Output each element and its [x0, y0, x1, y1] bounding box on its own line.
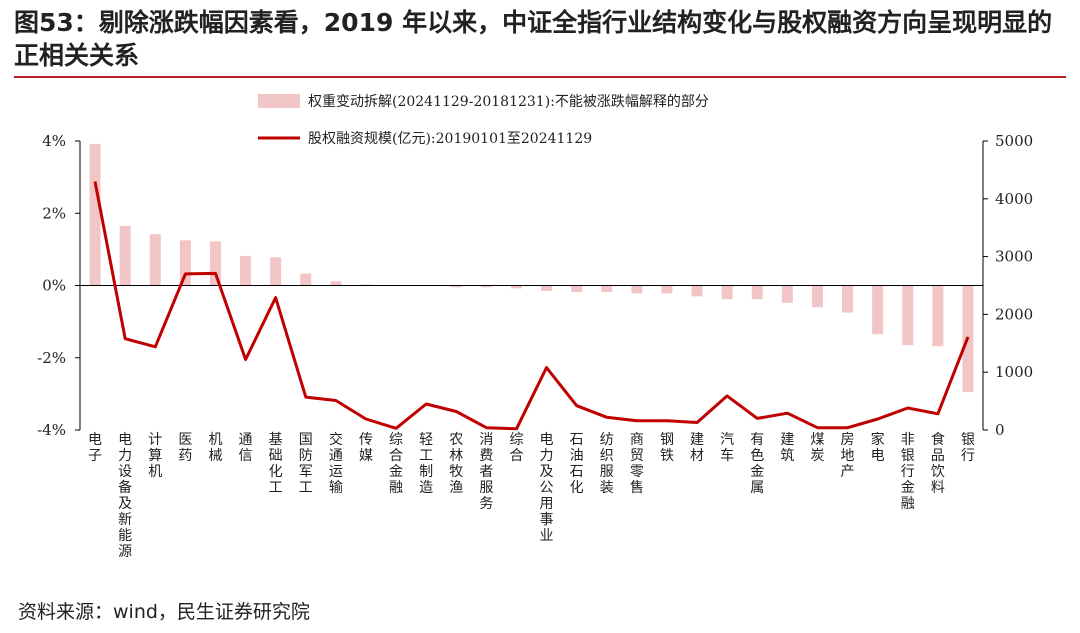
category-label: 纺织服装: [600, 432, 614, 496]
weight-change-bar: [932, 285, 944, 347]
category-label: 银行: [961, 432, 975, 464]
weight-change-bar: [510, 285, 522, 289]
right-tick-label: 2000: [995, 305, 1033, 323]
weight-change-bar: [270, 257, 282, 286]
weight-change-bar: [240, 255, 252, 286]
category-label: 非银行金融: [901, 432, 915, 512]
weight-change-bar: [360, 284, 372, 286]
weight-change-bar: [691, 285, 703, 297]
weight-change-bar: [89, 143, 101, 286]
weight-change-bar: [300, 273, 312, 286]
category-label: 交通运输: [329, 431, 343, 496]
left-tick-label: 4%: [42, 132, 66, 150]
weight-change-bar: [571, 285, 583, 293]
category-label: 电力设备及新能源: [118, 432, 132, 560]
category-label: 基础化工: [269, 431, 283, 496]
category-label: 电子: [88, 432, 102, 464]
weight-change-bar: [661, 285, 673, 294]
category-label: 轻工制造: [419, 432, 433, 496]
category-label: 汽车: [720, 432, 734, 464]
legend-line-label: 股权融资规模(亿元):20190101至20241129: [308, 131, 592, 147]
weight-change-bar: [149, 234, 161, 286]
weight-change-bar: [811, 285, 823, 308]
category-label: 国防军工: [299, 432, 313, 496]
category-label: 通信: [239, 432, 253, 464]
weight-change-bar: [751, 285, 763, 300]
category-label: 商贸零售: [630, 432, 644, 496]
category-label: 电力及公用事业: [540, 432, 554, 544]
left-tick-label: -2%: [37, 349, 66, 367]
category-label: 医药: [178, 432, 192, 464]
weight-change-bar: [330, 281, 342, 286]
left-tick-label: 0%: [42, 277, 66, 295]
category-label: 有色金属: [750, 432, 764, 496]
category-label: 房地产: [841, 432, 855, 480]
left-tick-label: -4%: [37, 421, 66, 439]
right-tick-label: 1000: [995, 363, 1033, 381]
category-label: 计算机: [148, 432, 162, 480]
equity-financing-line: [93, 181, 970, 431]
category-label: 钢铁: [660, 432, 674, 464]
weight-change-bar: [781, 285, 793, 303]
category-label: 建筑: [780, 432, 794, 464]
right-tick-label: 3000: [995, 248, 1033, 266]
weight-change-bar: [872, 285, 884, 335]
left-tick-label: 2%: [42, 204, 66, 222]
legend-bar-label: 权重变动拆解(20241129-20181231):不能被涨跌幅解释的部分: [308, 94, 709, 110]
category-label: 食品饮料: [931, 431, 945, 496]
right-tick-label: 5000: [995, 132, 1033, 150]
category-label: 石油石化: [570, 432, 584, 496]
category-label: 综合金融: [389, 432, 403, 496]
chart-title: 图53：剔除涨跌幅因素看，2019 年以来，中证全指行业结构变化与股权融资方向呈…: [14, 8, 1053, 70]
source-note: 资料来源：wind，民生证券研究院: [18, 601, 310, 623]
title-divider: [14, 76, 1066, 78]
right-tick-label: 0: [995, 421, 1005, 439]
category-label: 消费者服务: [479, 432, 493, 512]
weight-change-bar: [601, 285, 613, 293]
weight-change-bar: [480, 285, 492, 288]
legend: 权重变动拆解(20241129-20181231):不能被涨跌幅解释的部分 股权…: [258, 94, 709, 147]
weight-change-bar: [541, 285, 553, 291]
category-label: 农林牧渔: [449, 432, 463, 496]
weight-change-bar: [179, 240, 191, 286]
category-label: 建材: [690, 432, 704, 464]
weight-change-bar: [209, 241, 221, 286]
category-label: 机械: [208, 432, 222, 464]
category-label: 综合: [509, 432, 523, 464]
weight-change-bar: [902, 285, 914, 346]
weight-change-bar: [631, 285, 643, 294]
category-label: 煤炭: [810, 432, 824, 464]
legend-bar-swatch: [258, 94, 300, 108]
category-label: 传媒: [359, 432, 373, 464]
weight-change-bar: [450, 285, 462, 288]
weight-change-bar: [842, 285, 854, 313]
chart: 权重变动拆解(20241129-20181231):不能被涨跌幅解释的部分 股权…: [37, 94, 1033, 560]
weight-change-bar: [119, 225, 131, 286]
weight-change-bar: [721, 285, 733, 300]
category-label: 家电: [871, 431, 885, 464]
right-tick-label: 4000: [995, 190, 1033, 208]
